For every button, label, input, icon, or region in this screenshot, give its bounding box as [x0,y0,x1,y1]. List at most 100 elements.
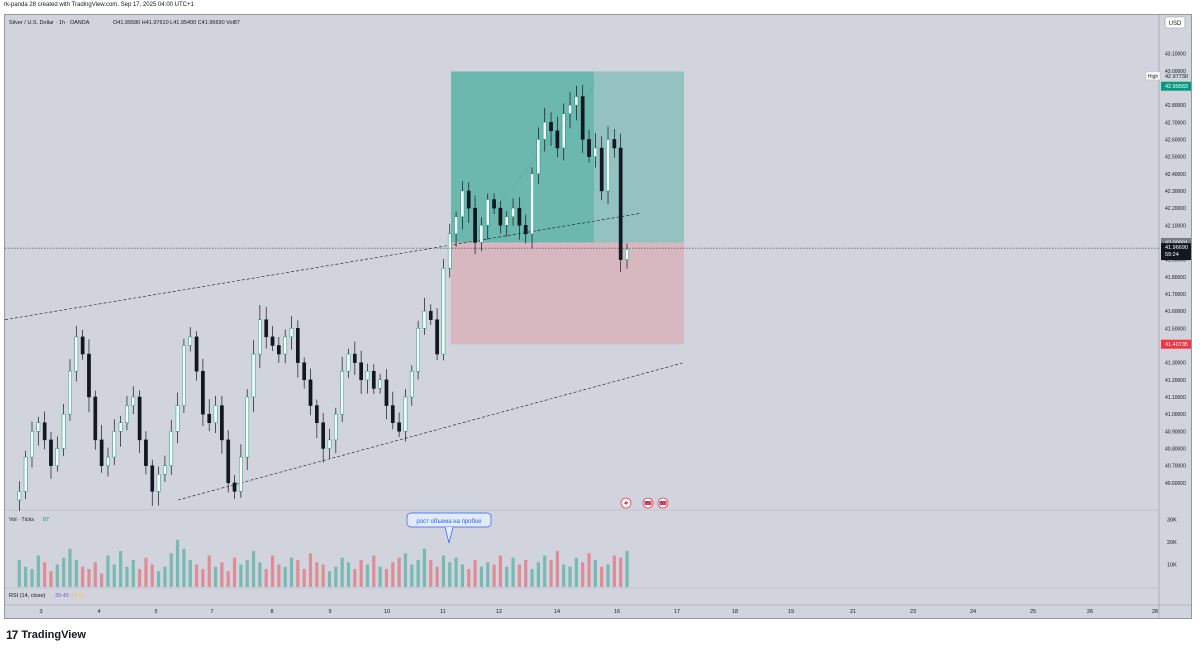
price-tick: 40.70000 [1165,464,1186,470]
chart-area[interactable]: Silver / U.S. Dollar · 1h · OANDA O41.96… [4,14,1192,619]
trend-dotted-line[interactable] [474,84,596,235]
time-tick: 19 [788,609,794,615]
volume-bar [391,562,395,587]
price-tick: 40.60000 [1165,481,1186,487]
time-axis-labels[interactable]: 3 4 5 7 8 9 10 11 12 14 16 17 18 19 21 23 24 25 26 28 [39,609,1158,615]
volume-bar [403,553,408,587]
price-tick: 42.20000 [1165,206,1186,212]
candle-body [118,422,123,432]
stop-price-label: 41.40735 [1165,342,1188,348]
candle-body [454,216,458,235]
candle-body [125,405,129,423]
candle-body [403,396,408,432]
candle-body [542,122,547,140]
stop-zone[interactable] [451,242,684,345]
price-axis-ticks[interactable]: 43.1000043.0000042.9000042.8000042.70000… [1165,52,1186,487]
brand-name: TradingView [21,629,86,641]
candle-body [587,139,591,157]
volume-bar [511,557,515,587]
candle-body [232,482,237,492]
volume-bar [422,548,427,587]
chart-svg[interactable]: Silver / U.S. Dollar · 1h · OANDA O41.96… [5,15,1191,618]
time-tick: 12 [496,609,502,615]
volume-label[interactable]: Vol · Ticks [9,517,34,523]
volume-bar [283,566,287,587]
volume-bar [264,569,268,587]
current-price-group: 41.96690 59:24 [1161,243,1191,261]
rsi-label[interactable]: RSI (14, close) [9,593,46,599]
channel-upper-line[interactable] [5,212,642,321]
candle-body [270,336,275,346]
volume-bar [334,566,338,587]
volume-annotation[interactable]: рост объема на пробое [406,512,492,544]
time-tick: 8 [270,609,273,615]
volume-bar [562,564,566,587]
candle-body [93,396,98,441]
candle-body [289,328,294,338]
volume-bar [125,566,129,587]
currency-button[interactable] [1164,16,1186,29]
candle-body [612,139,617,149]
target-zone[interactable] [451,71,684,243]
volume-bar [536,562,540,587]
candle-body [536,139,541,175]
volume-bar [524,560,528,587]
volume-value: 87 [43,517,49,523]
volume-bar [467,569,471,587]
candle-body [397,422,401,432]
high-tag-text: High [1148,74,1159,80]
candle-body [327,439,332,449]
price-tick: 41.20000 [1165,378,1186,384]
event-icons[interactable] [620,497,669,509]
high-price-label: 42.97730 [1165,74,1188,80]
volume-bar [384,569,389,587]
volume-bar [213,566,218,587]
volume-bar [492,564,496,587]
volume-bar [308,553,313,587]
candle-body [593,147,598,157]
price-tick: 42.30000 [1165,189,1186,195]
candle-body [352,353,357,363]
tradingview-logo[interactable]: 17 TradingView [6,628,86,642]
time-tick: 18 [732,609,738,615]
time-tick: 4 [97,609,100,615]
symbol-title[interactable]: Silver / U.S. Dollar · 1h · OANDA [9,20,90,26]
price-tick: 40.80000 [1165,446,1186,452]
volume-bar [296,560,300,587]
volume-bars [17,539,629,587]
volume-bar [486,562,490,587]
candle-body [568,104,572,114]
currency-label: USD [1169,21,1182,27]
price-tick: 42.60000 [1165,137,1186,143]
time-tick: 11 [440,609,446,615]
volume-bar [74,560,78,587]
candle-body [492,199,496,209]
volume-bar [156,571,161,587]
target-price-badge [1161,81,1191,91]
candle-body [106,456,110,466]
volume-bar [460,564,465,587]
volume-bar [397,557,401,587]
candle-body [207,413,212,423]
volume-bar [112,564,116,587]
volume-bar [327,571,332,587]
price-tick: 41.30000 [1165,361,1186,367]
time-tick: 3 [39,609,42,615]
candle-body [549,122,553,132]
entry-price-badge [1161,237,1191,247]
candle-body [479,225,484,243]
volume-bar [24,566,28,587]
volume-bar [49,571,53,587]
volume-bar [479,566,484,587]
price-tick: 41.90000 [1165,258,1186,264]
us-flag-icon [644,501,652,505]
volume-bar [555,551,559,587]
volume-bar [429,560,433,587]
candle-body [68,370,72,415]
channel-lower-line[interactable] [177,362,685,501]
volume-bar [17,560,21,587]
candle-body [36,422,41,432]
price-tick: 40.90000 [1165,429,1186,435]
volume-bar [448,562,452,587]
candle-body [606,139,610,192]
